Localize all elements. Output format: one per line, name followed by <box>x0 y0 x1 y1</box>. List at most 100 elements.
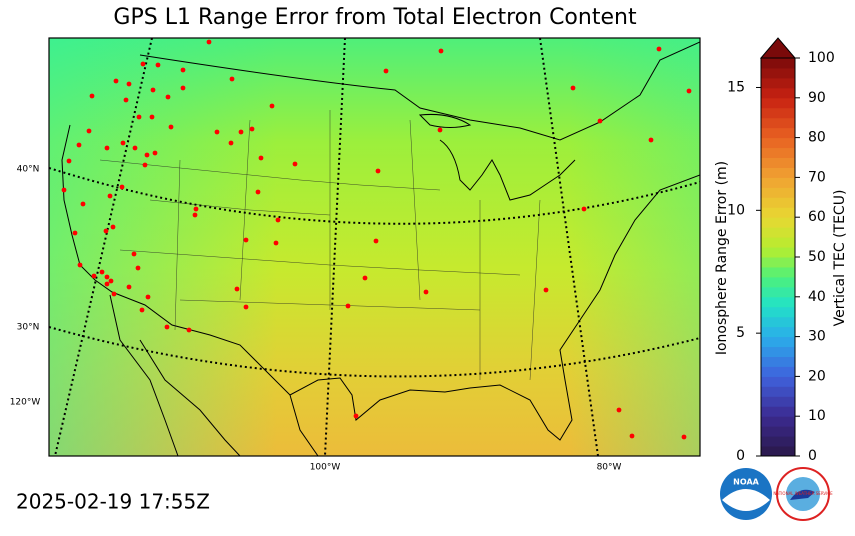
colorbar-band <box>761 157 795 168</box>
colorbar-band <box>761 257 795 268</box>
station <box>597 118 603 124</box>
graticule <box>49 38 700 456</box>
colorbar-band <box>761 177 795 188</box>
colorbar-band <box>761 67 795 79</box>
station <box>119 184 125 190</box>
station <box>275 217 281 223</box>
colorbar-band <box>761 436 795 447</box>
station <box>139 307 145 313</box>
colorbar-band <box>761 87 795 99</box>
station <box>255 189 261 195</box>
station <box>570 85 576 91</box>
colorbar-band <box>761 366 795 377</box>
colorbar-band <box>761 107 795 119</box>
lat-label: 30°N <box>17 323 40 333</box>
colorbar: 0 5 10 15 0 10 20 30 40 50 60 70 80 90 100 <box>727 37 835 464</box>
station <box>243 304 249 310</box>
station <box>186 327 192 333</box>
station <box>107 193 113 199</box>
station <box>61 187 67 193</box>
tick-label: 100 <box>808 50 835 66</box>
colorbar-band <box>761 346 795 357</box>
station <box>193 206 199 212</box>
colorbar-left-label: Ionosphere Range Error (m) <box>714 161 730 355</box>
station <box>629 433 635 439</box>
outlines <box>61 41 700 456</box>
colorbar-extend <box>759 37 797 59</box>
tick-label: 90 <box>808 90 826 106</box>
lon-label: 120°W <box>10 398 41 408</box>
station <box>132 145 138 151</box>
station <box>214 129 220 135</box>
coastline <box>109 294 179 456</box>
station <box>120 140 126 146</box>
tick-label: 5 <box>736 325 745 341</box>
station <box>353 413 359 419</box>
station <box>91 273 97 279</box>
station <box>164 324 170 330</box>
colorbar-band <box>761 376 795 387</box>
tick-label: 80 <box>808 130 826 146</box>
coastline <box>61 124 700 441</box>
border-line <box>139 41 700 141</box>
noaa-logo: NOAA <box>720 468 772 520</box>
tick-label: 10 <box>727 202 745 218</box>
great-lakes <box>418 114 472 128</box>
station <box>437 127 443 133</box>
station <box>104 145 110 151</box>
tick-label: 60 <box>808 209 826 225</box>
colorbar-band <box>761 237 795 248</box>
station <box>258 155 264 161</box>
station <box>66 158 72 164</box>
station <box>123 97 129 103</box>
meridian <box>54 38 153 456</box>
colorbar-band <box>761 446 795 457</box>
colorbar-band <box>761 197 795 208</box>
tick-label: 0 <box>808 448 817 464</box>
lat-label: 40°N <box>17 165 40 175</box>
station <box>423 289 429 295</box>
colorbar-band <box>761 187 795 198</box>
colorbar-right-label: Vertical TEC (TECU) <box>832 190 848 327</box>
station <box>104 274 110 280</box>
station <box>136 114 142 120</box>
station <box>104 281 110 287</box>
station <box>345 303 351 309</box>
tick-label: 15 <box>727 79 745 95</box>
colorbar-band <box>761 326 795 338</box>
station <box>168 124 174 130</box>
colorbar-band <box>761 247 795 258</box>
colorbar-band <box>761 386 795 397</box>
station <box>373 238 379 244</box>
colorbar-band <box>761 336 795 348</box>
nws-logo: NATIONAL WEATHER SERVICE <box>773 467 833 521</box>
tick-label: 0 <box>736 448 745 464</box>
station <box>234 286 240 292</box>
colorbar-band <box>761 296 795 308</box>
station <box>243 237 249 243</box>
station <box>155 62 161 68</box>
station <box>375 168 381 174</box>
tick-label: 10 <box>808 408 826 424</box>
coastline <box>139 339 241 456</box>
station <box>383 68 389 74</box>
colorbar-band <box>761 77 795 89</box>
station <box>228 140 234 146</box>
logo-mark <box>790 489 815 500</box>
colorbar-band <box>761 426 795 437</box>
great-lakes <box>439 139 576 201</box>
station <box>292 161 298 167</box>
lon-label: 80°W <box>597 463 622 473</box>
station <box>80 201 86 207</box>
colorbar-band <box>761 207 795 218</box>
colorbar-band <box>761 306 795 318</box>
station <box>131 251 137 257</box>
timestamp: 2025-02-19 17:55Z <box>16 490 210 514</box>
station <box>72 230 78 236</box>
colorbar-band <box>761 316 795 328</box>
station <box>656 46 662 52</box>
station <box>111 291 117 297</box>
station <box>145 294 151 300</box>
station <box>273 240 279 246</box>
